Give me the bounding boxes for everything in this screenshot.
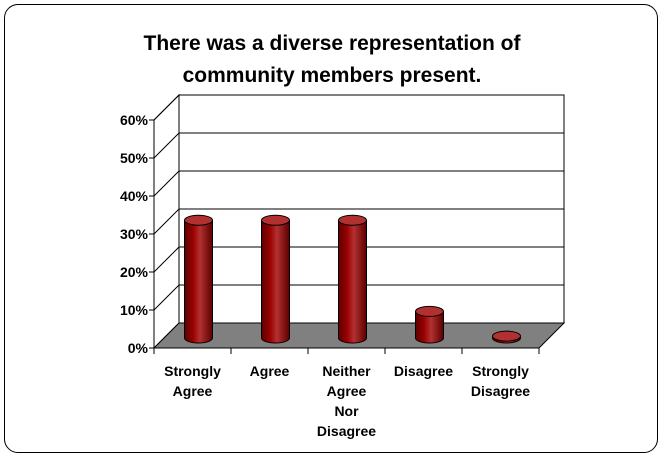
bar-top [492, 330, 521, 342]
x-category-label: Disagree [317, 423, 376, 439]
bar-body [184, 219, 213, 344]
y-tick-label: 60% [120, 112, 149, 128]
chart-title-line-1: There was a diverse representation of [143, 32, 521, 55]
gridline [153, 94, 564, 121]
gridline [153, 132, 564, 159]
y-tick-label: 40% [120, 188, 149, 204]
x-category-label: Strongly [472, 363, 529, 379]
y-tick-label: 30% [120, 226, 149, 242]
x-category-label: Disagree [394, 363, 453, 379]
gridline [153, 208, 564, 235]
bar-top [338, 214, 367, 226]
x-category-label: Nor [334, 403, 359, 419]
bar-body [415, 310, 444, 344]
x-category-label: Agree [173, 383, 213, 399]
x-category-label: Agree [250, 363, 290, 379]
chart-title: There was a diverse representation of co… [0, 28, 664, 92]
chart-title-line-2: community members present. [182, 64, 482, 87]
gridline [153, 284, 564, 311]
y-tick-label: 0% [128, 340, 149, 356]
gridline [153, 246, 564, 273]
y-tick-label: 20% [120, 264, 149, 280]
y-tick-label: 50% [120, 150, 149, 166]
x-category-label: Disagree [471, 383, 530, 399]
bar-body [261, 219, 290, 344]
bar-body [338, 219, 367, 344]
bar-top [415, 305, 444, 317]
x-category-label: Agree [327, 383, 367, 399]
bar-top [184, 214, 213, 226]
gridline [153, 170, 564, 197]
x-category-label: Strongly [164, 363, 221, 379]
bar-top [261, 214, 290, 226]
y-tick-label: 10% [120, 302, 149, 318]
x-category-label: Neither [322, 363, 371, 379]
